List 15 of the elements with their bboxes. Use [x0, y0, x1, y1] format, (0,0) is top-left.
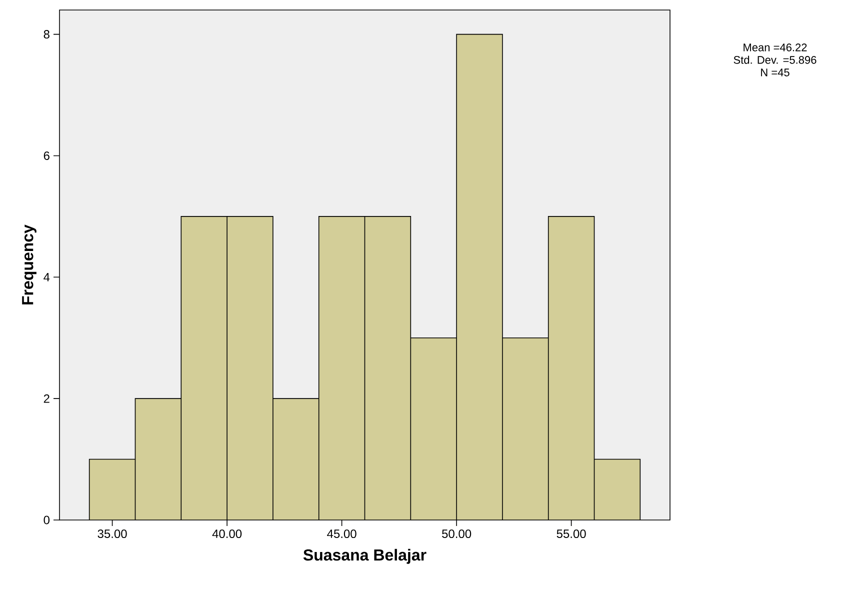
- x-axis-title: Suasana Belajar: [303, 548, 426, 564]
- y-tick-label: 4: [44, 273, 50, 282]
- text: Mean =46.22: [744, 44, 807, 52]
- y-tick-label: 2: [44, 394, 50, 403]
- x-tick-label: 50.00: [442, 530, 472, 538]
- y-tick-label: 8: [44, 30, 50, 39]
- text: Std. Dev. =5.896: [734, 56, 816, 64]
- text: N =45: [761, 68, 790, 76]
- x-tick-label: 45.00: [327, 530, 356, 538]
- y-tick-label: 0: [44, 516, 50, 524]
- y-tick-label: 6: [44, 151, 50, 160]
- x-tick-label: 55.00: [556, 530, 586, 538]
- x-tick-label: 40.00: [212, 530, 242, 538]
- y-axis-title: Frequency: [22, 224, 36, 304]
- x-tick-label: 35.00: [98, 530, 127, 538]
